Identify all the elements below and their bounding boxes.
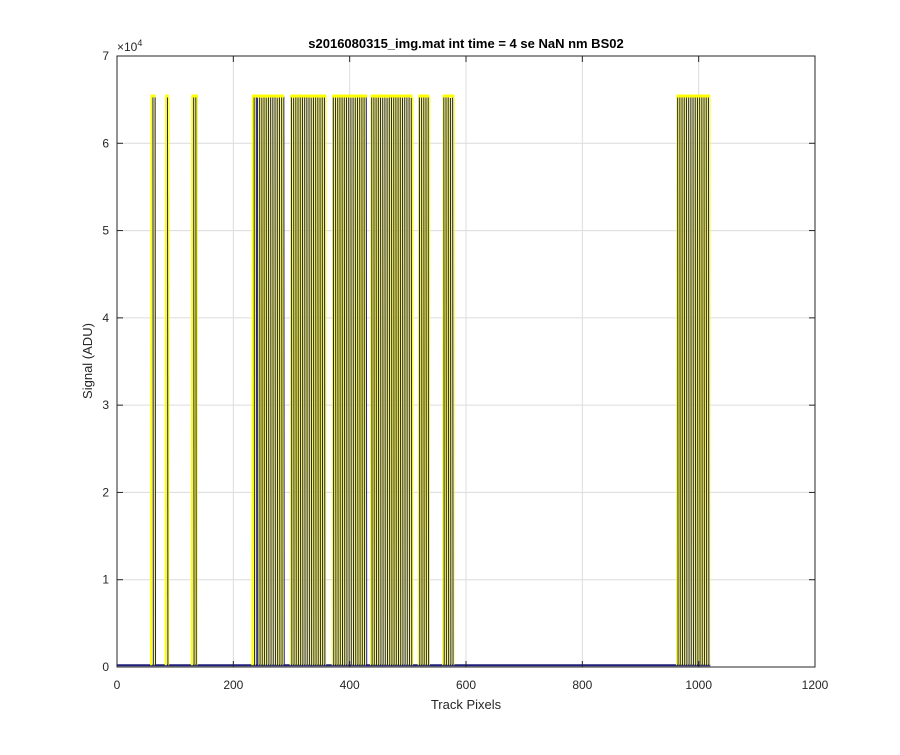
y-tick-label: 1: [102, 573, 109, 587]
saturated-region: [191, 96, 197, 666]
x-tick-label: 600: [456, 678, 476, 692]
x-tick-label: 800: [572, 678, 592, 692]
x-axis-label: Track Pixels: [431, 697, 502, 712]
y-axis-label: Signal (ADU): [80, 323, 95, 399]
y-tick-label: 6: [102, 136, 109, 150]
y-exponent-label: ×104: [117, 38, 142, 54]
x-tick-label: 1200: [802, 678, 829, 692]
y-exponent-power: 4: [137, 38, 142, 48]
y-tick-label: 7: [102, 49, 109, 63]
x-tick-label: 1000: [685, 678, 712, 692]
y-tick-label: 5: [102, 224, 109, 238]
chart-title: s2016080315_img.mat int time = 4 se NaN …: [308, 36, 623, 51]
x-tick-label: 200: [223, 678, 243, 692]
series-blue-spikes: [678, 95, 709, 665]
y-tick-label: 0: [102, 660, 109, 674]
x-tick-label: 400: [340, 678, 360, 692]
y-tick-label: 2: [102, 485, 109, 499]
y-exponent-base: ×10: [117, 40, 138, 54]
y-tick-label: 4: [102, 311, 109, 325]
saturated-region: [290, 95, 326, 665]
y-tick-label: 3: [102, 398, 109, 412]
x-tick-label: 0: [114, 678, 121, 692]
